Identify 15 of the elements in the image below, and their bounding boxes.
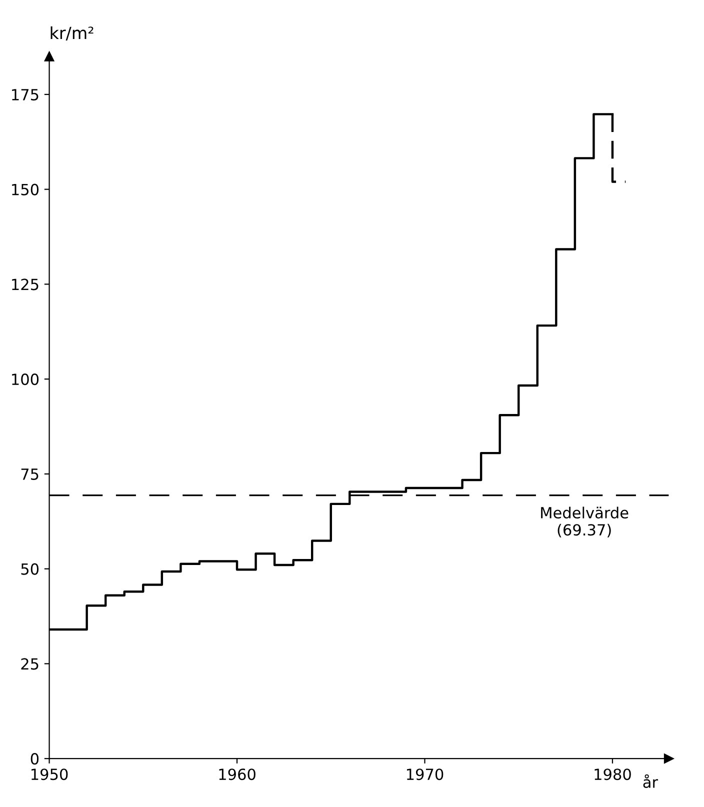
y-axis-title: kr/m² [50,26,94,41]
y-tick-label: 75 [21,468,38,480]
x-tick-label: 1950 [32,768,68,780]
x-tick-label: 1980 [594,768,631,780]
y-tick-label: 25 [21,658,38,670]
x-tick-label: 1970 [406,768,444,780]
y-tick-label: 175 [12,89,38,100]
ref-line-label: Medelvärde (69.37) [541,506,628,538]
y-tick-label: 50 [21,563,39,575]
x-axis-title: år [643,774,658,788]
y-tick-label: 100 [12,374,39,386]
y-tick-label: 125 [12,278,38,290]
y-tick-label: 0 [30,753,39,765]
x-tick-label: 1960 [219,768,256,780]
y-tick-label: 150 [12,184,39,196]
